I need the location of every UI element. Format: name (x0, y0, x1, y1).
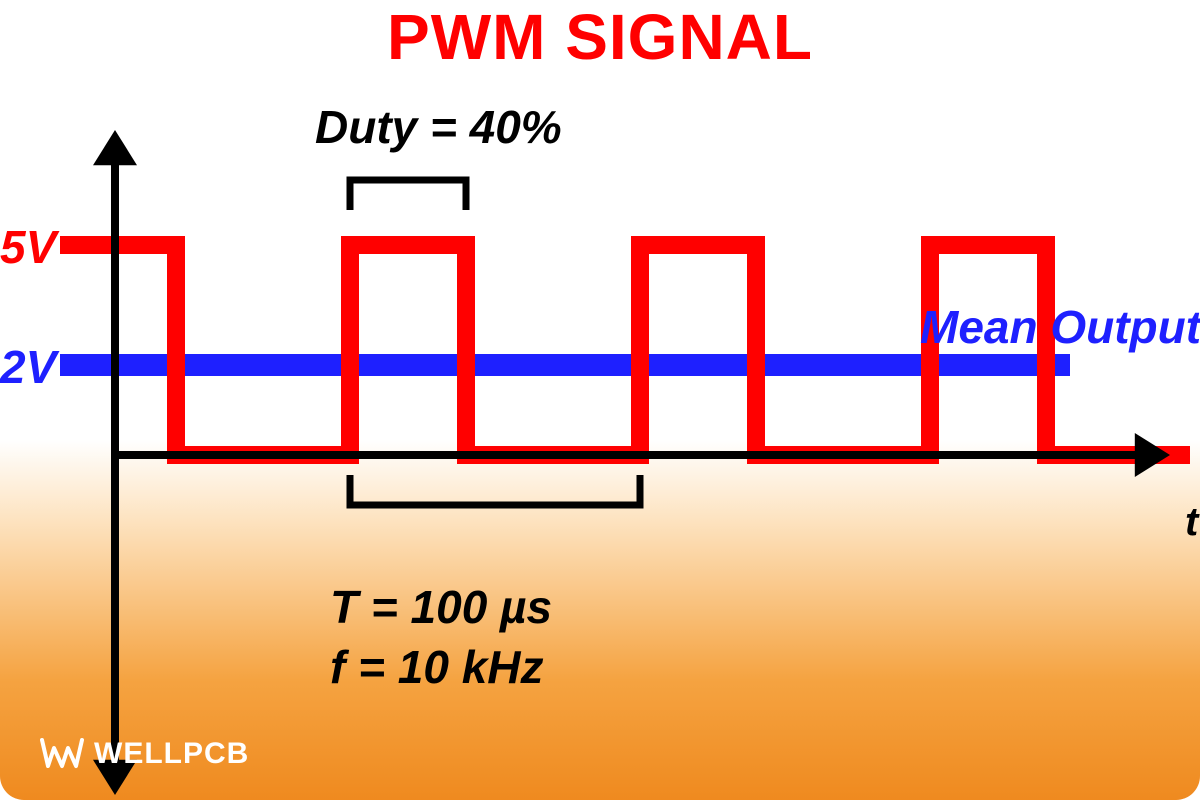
duty-label: Duty = 40% (315, 100, 562, 154)
period-t-text: T = 100 µs (330, 581, 552, 633)
period-t-label: T = 100 µs (330, 580, 552, 634)
mean-voltage-text: 2V (0, 341, 56, 393)
period-f-label: f = 10 kHz (330, 640, 544, 694)
diagram-card: PWM SIGNAL Duty = 40% 5V 2V Mean Output … (0, 0, 1200, 800)
mean-voltage-label: 2V (0, 340, 56, 394)
wellpcb-icon (40, 736, 84, 772)
watermark-text: WELLPCB (94, 737, 249, 771)
time-axis-label: t (1185, 500, 1198, 545)
high-voltage-label: 5V (0, 220, 56, 274)
pwm-plot (0, 0, 1200, 800)
period-f-text: f = 10 kHz (330, 641, 544, 693)
time-axis-text: t (1185, 500, 1198, 544)
watermark-logo: WELLPCB (40, 736, 249, 772)
mean-output-text: Mean Output (920, 301, 1200, 353)
high-voltage-text: 5V (0, 221, 56, 273)
duty-label-text: Duty = 40% (315, 101, 562, 153)
mean-output-label: Mean Output (920, 300, 1200, 354)
